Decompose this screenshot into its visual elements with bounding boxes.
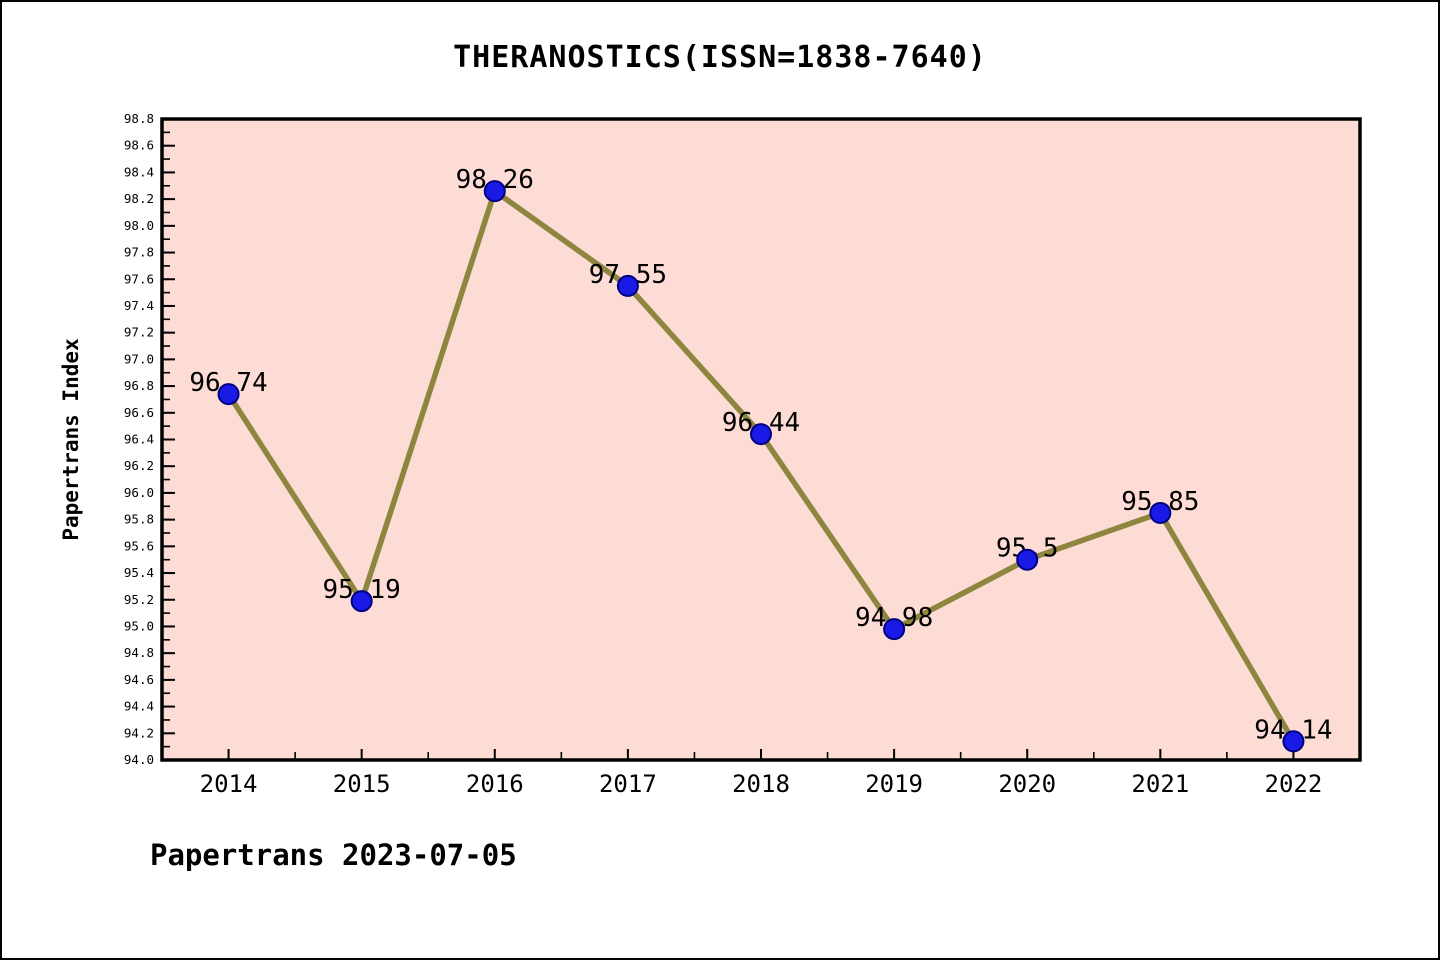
- data-point: [483, 180, 506, 203]
- y-tick-label: 96.6: [124, 405, 154, 420]
- data-point: [1149, 501, 1172, 524]
- data-point: [616, 274, 639, 297]
- y-tick-label: 97.2: [124, 325, 154, 340]
- y-tick-label: 98.4: [124, 164, 154, 179]
- y-tick-label: 98.0: [124, 218, 154, 233]
- data-point: [1016, 548, 1039, 571]
- y-tick-label: 94.4: [124, 699, 154, 714]
- data-point: [750, 423, 772, 446]
- y-tick-label: 97.4: [124, 298, 154, 313]
- chart-title: THERANOSTICS(ISSN=1838-7640): [453, 40, 987, 75]
- data-point: [1282, 730, 1305, 753]
- y-tick-label: 95.6: [124, 538, 154, 553]
- y-axis-label: Papertrans Index: [59, 338, 83, 541]
- x-tick-label: 2021: [1131, 770, 1189, 798]
- x-tick-label: 2020: [998, 770, 1056, 798]
- x-tick-label: 2016: [466, 770, 524, 798]
- y-tick-label: 96.2: [124, 458, 154, 473]
- y-tick-label: 95.0: [124, 618, 154, 633]
- data-point: [350, 590, 373, 613]
- data-point: [883, 618, 906, 641]
- y-tick-label: 95.4: [124, 565, 154, 580]
- y-tick-label: 96.0: [124, 485, 154, 500]
- y-tick-label: 97.8: [124, 245, 154, 260]
- data-point: [217, 383, 240, 406]
- x-tick-label: 2018: [732, 770, 790, 798]
- x-tick-label: 2017: [599, 770, 657, 798]
- credit-text: Papertrans 2023-07-05: [150, 838, 517, 872]
- y-tick-label: 96.8: [124, 378, 154, 393]
- x-tick-label: 2014: [200, 770, 258, 798]
- y-tick-label: 95.8: [124, 512, 154, 527]
- y-tick-label: 98.8: [124, 111, 154, 126]
- x-tick-label: 2022: [1265, 770, 1323, 798]
- y-tick-label: 96.4: [124, 432, 154, 447]
- x-tick-label: 2019: [865, 770, 923, 798]
- y-tick-label: 94.0: [124, 752, 154, 767]
- y-tick-label: 98.2: [124, 191, 154, 206]
- y-tick-label: 95.2: [124, 592, 154, 607]
- y-tick-label: 94.8: [124, 645, 154, 660]
- x-tick-label: 2015: [333, 770, 391, 798]
- y-tick-label: 97.0: [124, 351, 154, 366]
- y-tick-label: 98.6: [124, 138, 154, 153]
- plot-border: [160, 117, 1362, 762]
- y-tick-label: 94.2: [124, 725, 154, 740]
- y-tick-label: 94.6: [124, 672, 154, 687]
- y-tick-label: 97.6: [124, 271, 154, 286]
